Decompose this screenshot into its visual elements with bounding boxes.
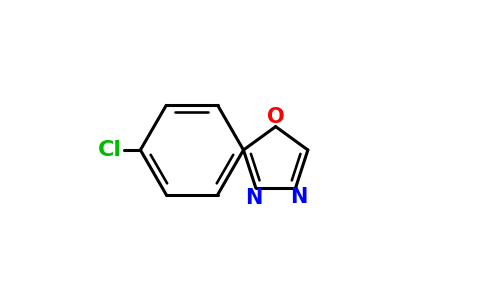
Text: O: O: [267, 107, 285, 127]
Text: Cl: Cl: [98, 140, 122, 160]
Text: N: N: [290, 187, 307, 207]
Text: N: N: [245, 188, 263, 208]
